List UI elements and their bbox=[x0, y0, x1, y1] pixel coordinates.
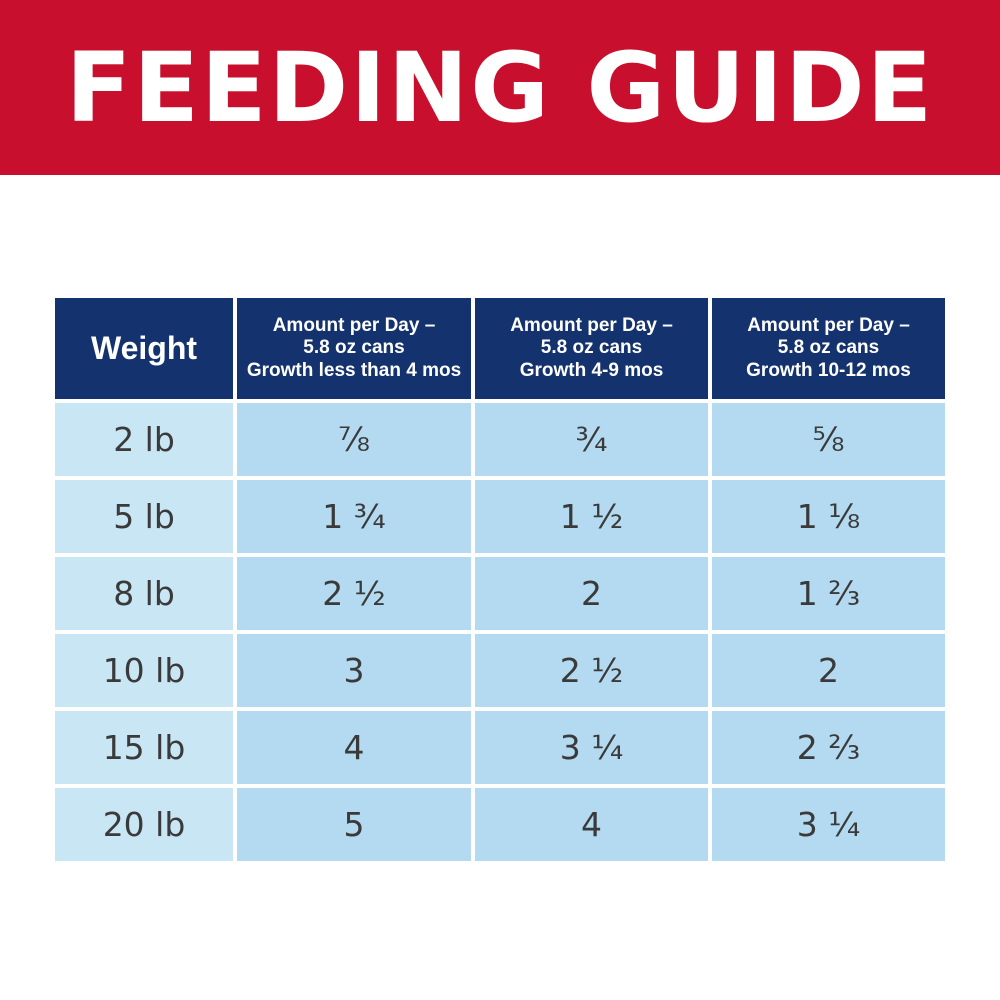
amount-cell: 3 ¼ bbox=[475, 711, 708, 784]
amount-cell: 1 ¾ bbox=[237, 480, 471, 553]
weight-cell: 2 lb bbox=[55, 403, 233, 476]
header-line: Growth 10-12 mos bbox=[746, 359, 911, 381]
amount-cell: 2 ⅔ bbox=[712, 711, 945, 784]
header-line: 5.8 oz cans bbox=[540, 337, 643, 359]
amount-cell: 2 bbox=[712, 634, 945, 707]
header-line: Amount per Day – bbox=[510, 314, 673, 336]
title-banner: FEEDING GUIDE bbox=[0, 0, 1000, 175]
page-title: FEEDING GUIDE bbox=[65, 31, 935, 144]
header-line: Amount per Day – bbox=[747, 314, 910, 336]
amount-cell: 2 ½ bbox=[475, 634, 708, 707]
feeding-table: Weight Amount per Day – 5.8 oz cans Grow… bbox=[55, 298, 945, 861]
amount-cell: ¾ bbox=[475, 403, 708, 476]
header-line: 5.8 oz cans bbox=[777, 337, 880, 359]
header-growth-10-12-mos: Amount per Day – 5.8 oz cans Growth 10-1… bbox=[712, 298, 945, 399]
header-weight-label: Weight bbox=[90, 329, 198, 366]
weight-cell: 10 lb bbox=[55, 634, 233, 707]
amount-cell: 3 ¼ bbox=[712, 788, 945, 861]
amount-cell: 4 bbox=[475, 788, 708, 861]
header-line: Growth 4-9 mos bbox=[519, 359, 664, 381]
header-weight: Weight bbox=[55, 298, 233, 399]
amount-cell: 1 ⅛ bbox=[712, 480, 945, 553]
amount-cell: 3 bbox=[237, 634, 471, 707]
weight-cell: 20 lb bbox=[55, 788, 233, 861]
amount-cell: 5 bbox=[237, 788, 471, 861]
amount-cell: 4 bbox=[237, 711, 471, 784]
amount-cell: 1 ½ bbox=[475, 480, 708, 553]
header-growth-4-9-mos: Amount per Day – 5.8 oz cans Growth 4-9 … bbox=[475, 298, 708, 399]
amount-cell: ⅞ bbox=[237, 403, 471, 476]
weight-cell: 8 lb bbox=[55, 557, 233, 630]
header-line: Amount per Day – bbox=[272, 314, 436, 336]
header-growth-under-4-mos: Amount per Day – 5.8 oz cans Growth less… bbox=[237, 298, 471, 399]
weight-cell: 15 lb bbox=[55, 711, 233, 784]
amount-cell: 1 ⅔ bbox=[712, 557, 945, 630]
amount-cell: ⅝ bbox=[712, 403, 945, 476]
amount-cell: 2 bbox=[475, 557, 708, 630]
amount-cell: 2 ½ bbox=[237, 557, 471, 630]
weight-cell: 5 lb bbox=[55, 480, 233, 553]
header-line: 5.8 oz cans bbox=[303, 337, 405, 359]
header-line: Growth less than 4 mos bbox=[246, 359, 462, 381]
